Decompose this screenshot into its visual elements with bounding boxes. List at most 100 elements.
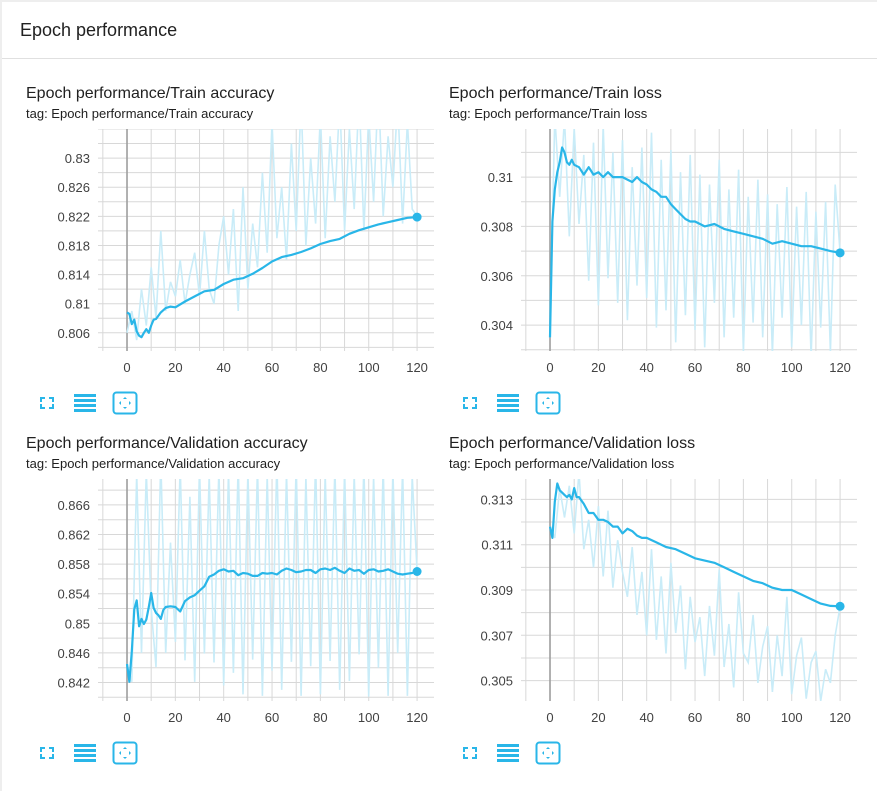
x-tick-label: 0 [123, 360, 130, 375]
x-tick-label: 60 [265, 360, 279, 375]
section-title: Epoch performance [20, 20, 178, 40]
raw-series-line [549, 129, 841, 351]
x-tick-label: 20 [591, 360, 605, 375]
x-tick-label: 100 [781, 710, 803, 725]
chart-title: Epoch performance/Train loss [449, 85, 662, 102]
x-tick-label: 0 [546, 710, 553, 725]
fullscreen-icon [40, 747, 54, 759]
x-tick-label: 120 [406, 710, 428, 725]
x-tick-label: 20 [168, 710, 182, 725]
y-tick-label: 0.822 [57, 209, 90, 224]
y-tick-label: 0.866 [57, 498, 90, 513]
data-table-icon [74, 744, 96, 762]
chart-tag: tag: Epoch performance/Train accuracy [26, 106, 254, 121]
y-tick-label: 0.309 [480, 583, 513, 598]
x-tick-label: 40 [639, 710, 653, 725]
chart-plot[interactable]: 0.304 0.306 0.308 0.31 0 20 40 60 80 100 120 [449, 129, 869, 385]
data-table-button[interactable] [495, 741, 521, 765]
last-value-point [835, 248, 845, 258]
fullscreen-icon [463, 747, 477, 759]
x-tick-label: 80 [736, 710, 750, 725]
y-tick-label: 0.85 [65, 616, 90, 631]
y-tick-label: 0.858 [57, 557, 90, 572]
smoothed-series-line [125, 566, 418, 683]
x-tick-label: 100 [358, 360, 380, 375]
x-tick-label: 120 [406, 360, 428, 375]
section-header[interactable]: Epoch performance [2, 2, 877, 59]
top-border [0, 0, 877, 2]
x-tick-label: 60 [688, 710, 702, 725]
x-tick-label: 0 [123, 710, 130, 725]
x-tick-label: 80 [313, 710, 327, 725]
x-tick-label: 80 [313, 360, 327, 375]
data-table-icon [74, 394, 96, 412]
x-tick-label: 40 [216, 710, 230, 725]
x-tick-label: 40 [216, 360, 230, 375]
raw-series-line [549, 479, 841, 701]
x-tick-label: 100 [358, 710, 380, 725]
x-tick-label: 120 [829, 710, 851, 725]
fit-domain-button[interactable] [112, 741, 138, 765]
fullscreen-icon [40, 397, 54, 409]
y-tick-label: 0.818 [57, 238, 90, 253]
last-value-point [412, 567, 422, 576]
y-tick-label: 0.306 [480, 269, 513, 284]
x-tick-label: 100 [781, 360, 803, 375]
chart-card-train-accuracy: Epoch performance/Train accuracy tag: Ep… [26, 85, 446, 425]
chart-card-validation-loss: Epoch performance/Validation loss tag: E… [449, 435, 869, 775]
raw-series-line [126, 129, 418, 341]
y-tick-label: 0.854 [57, 587, 90, 602]
y-tick-label: 0.311 [481, 538, 513, 553]
x-tick-label: 80 [736, 360, 750, 375]
fullscreen-button[interactable] [457, 741, 483, 765]
y-tick-label: 0.814 [57, 268, 90, 283]
chart-card-validation-accuracy: Epoch performance/Validation accuracy ta… [26, 435, 446, 775]
last-value-point [412, 212, 422, 222]
data-table-button[interactable] [72, 391, 98, 415]
x-tick-label: 60 [688, 360, 702, 375]
data-table-button[interactable] [495, 391, 521, 415]
chart-title: Epoch performance/Validation accuracy [26, 435, 308, 452]
x-tick-label: 20 [591, 710, 605, 725]
left-border [0, 0, 2, 791]
chart-plot[interactable]: 0.305 0.307 0.309 0.311 0.313 0 20 40 60 80 100 120 [449, 479, 869, 735]
fit-domain-icon [535, 741, 561, 765]
x-tick-label: 20 [168, 360, 182, 375]
y-tick-label: 0.846 [57, 646, 90, 661]
chart-title: Epoch performance/Train accuracy [26, 85, 275, 102]
smoothed-series-line [548, 482, 841, 608]
data-table-icon [497, 394, 519, 412]
fit-domain-button[interactable] [535, 391, 561, 415]
chart-plot[interactable]: 0.842 0.846 0.85 0.854 0.858 0.862 0.866 0 20 40 6… [26, 479, 446, 735]
fit-domain-button[interactable] [535, 741, 561, 765]
data-table-button[interactable] [72, 741, 98, 765]
x-tick-label: 120 [829, 360, 851, 375]
x-tick-label: 40 [639, 360, 653, 375]
fit-domain-icon [112, 741, 138, 765]
fullscreen-button[interactable] [34, 741, 60, 765]
y-tick-label: 0.862 [57, 528, 90, 543]
last-value-point [835, 601, 845, 611]
y-tick-label: 0.31 [488, 170, 513, 185]
chart-tag: tag: Epoch performance/Train loss [449, 106, 648, 121]
y-tick-label: 0.308 [480, 219, 513, 234]
raw-series-line [126, 479, 418, 697]
fit-domain-button[interactable] [112, 391, 138, 415]
fullscreen-icon [463, 397, 477, 409]
y-tick-label: 0.304 [480, 318, 513, 333]
y-tick-label: 0.81 [65, 297, 90, 312]
y-tick-label: 0.307 [480, 628, 513, 643]
chart-tag: tag: Epoch performance/Validation accura… [26, 456, 281, 471]
y-tick-label: 0.313 [480, 492, 513, 507]
chart-title: Epoch performance/Validation loss [449, 435, 696, 452]
y-tick-label: 0.305 [480, 674, 513, 689]
y-tick-label: 0.806 [57, 326, 90, 341]
y-tick-label: 0.842 [57, 676, 90, 691]
chart-card-train-loss: Epoch performance/Train loss tag: Epoch … [449, 85, 869, 425]
chart-plot[interactable]: 0.806 0.81 0.814 0.818 0.822 0.826 0.83 0 20 40 60… [26, 129, 446, 385]
fullscreen-button[interactable] [34, 391, 60, 415]
fullscreen-button[interactable] [457, 391, 483, 415]
data-table-icon [497, 744, 519, 762]
smoothed-series-line [548, 146, 841, 338]
y-tick-label: 0.826 [57, 180, 90, 195]
